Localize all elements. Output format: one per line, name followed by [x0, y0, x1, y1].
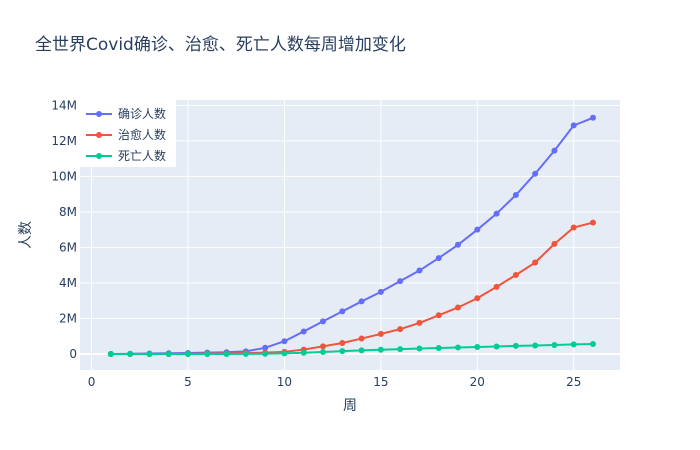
data-point[interactable] — [416, 268, 422, 274]
data-point[interactable] — [590, 220, 596, 226]
y-tick-label: 10M — [51, 169, 77, 183]
data-point[interactable] — [339, 340, 345, 346]
data-point[interactable] — [339, 348, 345, 354]
data-point[interactable] — [436, 345, 442, 351]
data-point[interactable] — [262, 351, 268, 357]
x-tick-label: 20 — [470, 375, 485, 389]
legend-marker — [96, 153, 102, 159]
chart-title: 全世界Covid确诊、治愈、死亡人数每周增加变化 — [35, 35, 406, 55]
data-point[interactable] — [416, 320, 422, 326]
legend-label: 死亡人数 — [118, 148, 166, 163]
data-point[interactable] — [416, 346, 422, 352]
legend-marker — [96, 132, 102, 138]
y-tick-label: 8M — [59, 205, 77, 219]
data-point[interactable] — [571, 225, 577, 231]
legend-label: 治愈人数 — [118, 127, 166, 142]
data-point[interactable] — [551, 148, 557, 154]
x-axis-title: 周 — [343, 398, 357, 414]
data-point[interactable] — [397, 278, 403, 284]
data-point[interactable] — [474, 344, 480, 350]
data-point[interactable] — [532, 342, 538, 348]
x-tick-label: 0 — [88, 375, 96, 389]
data-point[interactable] — [281, 338, 287, 344]
data-point[interactable] — [281, 350, 287, 356]
y-tick-label: 0 — [69, 347, 77, 361]
data-point[interactable] — [513, 343, 519, 349]
y-tick-label: 4M — [59, 276, 77, 290]
data-point[interactable] — [590, 115, 596, 121]
data-point[interactable] — [571, 341, 577, 347]
data-point[interactable] — [494, 211, 500, 217]
data-point[interactable] — [455, 344, 461, 350]
y-tick-label: 2M — [59, 311, 77, 325]
data-point[interactable] — [320, 318, 326, 324]
data-point[interactable] — [359, 347, 365, 353]
data-point[interactable] — [474, 227, 480, 233]
data-point[interactable] — [359, 298, 365, 304]
x-tick-label: 25 — [566, 375, 581, 389]
data-point[interactable] — [397, 346, 403, 352]
x-tick-label: 15 — [373, 375, 388, 389]
data-point[interactable] — [551, 241, 557, 247]
data-point[interactable] — [320, 343, 326, 349]
data-point[interactable] — [378, 347, 384, 353]
data-point[interactable] — [436, 312, 442, 318]
y-tick-label: 14M — [51, 98, 77, 112]
y-axis-title: 人数 — [18, 221, 34, 249]
data-point[interactable] — [127, 351, 133, 357]
y-tick-label: 12M — [51, 134, 77, 148]
data-point[interactable] — [359, 336, 365, 342]
legend-label: 确诊人数 — [118, 106, 166, 121]
data-point[interactable] — [378, 331, 384, 337]
data-point[interactable] — [301, 328, 307, 334]
data-point[interactable] — [532, 171, 538, 177]
data-point[interactable] — [590, 341, 596, 347]
data-point[interactable] — [224, 351, 230, 357]
data-point[interactable] — [474, 295, 480, 301]
data-point[interactable] — [185, 351, 191, 357]
data-point[interactable] — [166, 351, 172, 357]
data-point[interactable] — [436, 255, 442, 261]
x-tick-label: 5 — [184, 375, 192, 389]
y-axis-ticks: 0 2M 4M 6M 8M 10M 12M 14M — [51, 98, 77, 361]
data-point[interactable] — [532, 260, 538, 266]
data-point[interactable] — [513, 192, 519, 198]
data-point[interactable] — [513, 272, 519, 278]
data-point[interactable] — [455, 304, 461, 310]
data-point[interactable] — [108, 351, 114, 357]
data-point[interactable] — [455, 242, 461, 248]
y-tick-label: 6M — [59, 240, 77, 254]
data-point[interactable] — [320, 349, 326, 355]
data-point[interactable] — [339, 308, 345, 314]
data-point[interactable] — [571, 122, 577, 128]
data-point[interactable] — [378, 289, 384, 295]
data-point[interactable] — [204, 351, 210, 357]
data-point[interactable] — [494, 284, 500, 290]
data-point[interactable] — [494, 343, 500, 349]
legend-marker — [96, 111, 102, 117]
x-tick-label: 10 — [277, 375, 292, 389]
x-axis-ticks: 0 5 10 15 20 25 — [88, 375, 582, 389]
data-point[interactable] — [243, 351, 249, 357]
data-point[interactable] — [551, 342, 557, 348]
data-point[interactable] — [397, 326, 403, 332]
data-point[interactable] — [146, 351, 152, 357]
data-point[interactable] — [301, 350, 307, 356]
